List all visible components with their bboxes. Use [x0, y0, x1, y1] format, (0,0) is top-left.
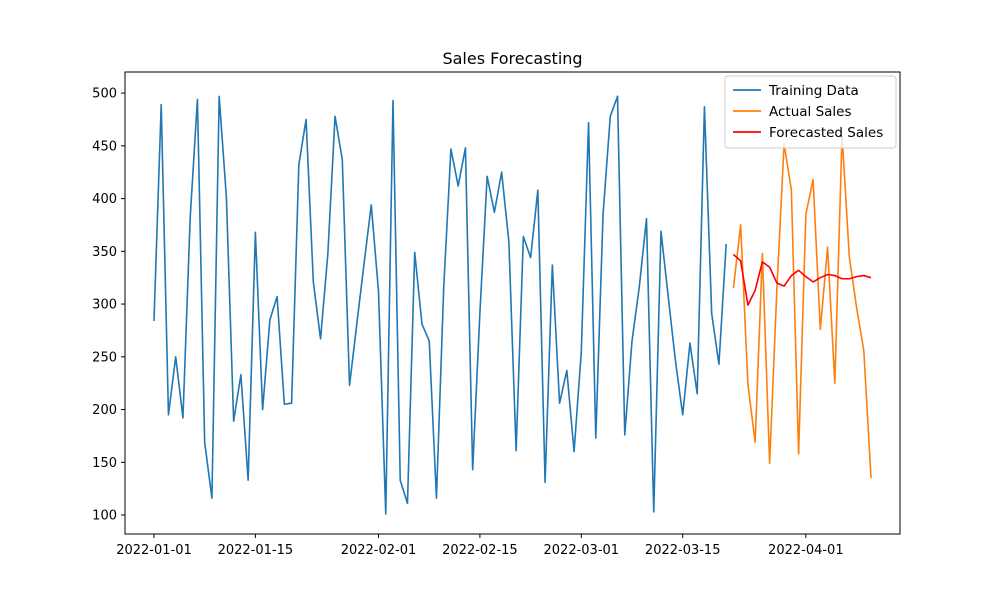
- legend: Training Data Actual Sales Forecasted Sale…: [724, 75, 897, 149]
- legend-box: [724, 75, 897, 149]
- x-tick-label: 2022-03-15: [645, 543, 721, 558]
- plot-frame: [124, 71, 901, 535]
- x-tick-label: 2022-04-01: [768, 543, 844, 558]
- y-tick-label: 450: [92, 139, 117, 154]
- legend-label-actual-sales: Actual Sales: [769, 104, 852, 120]
- y-tick-label: 400: [92, 192, 117, 207]
- y-tick-label: 150: [92, 456, 117, 471]
- plot-series: [153, 95, 872, 515]
- x-tick-label: 2022-03-01: [544, 543, 620, 558]
- chart-title: Sales Forecasting: [442, 49, 582, 68]
- legend-label-forecasted-sales: Forecasted Sales: [769, 125, 883, 141]
- y-tick-label: 200: [92, 403, 117, 418]
- x-tick-label: 2022-02-01: [341, 543, 417, 558]
- x-tick-label: 2022-01-01: [116, 543, 192, 558]
- legend-label-training-data: Training Data: [768, 83, 859, 99]
- x-tick-label: 2022-01-15: [218, 543, 294, 558]
- y-axis: 100 150 200 250 300 350 400 450 500: [92, 87, 125, 524]
- y-tick-label: 350: [92, 245, 117, 260]
- x-axis: 2022-01-01 2022-01-15 2022-02-01 2022-02-15…: [116, 534, 844, 558]
- series-line-forecasted-sales: [732, 253, 872, 306]
- y-tick-label: 500: [92, 87, 117, 102]
- x-tick-label: 2022-02-15: [442, 543, 518, 558]
- y-tick-label: 300: [92, 298, 117, 313]
- y-tick-label: 250: [92, 350, 117, 365]
- series-line-training-data: [153, 95, 727, 515]
- series-line-actual-sales: [732, 134, 872, 479]
- y-tick-label: 100: [92, 509, 117, 524]
